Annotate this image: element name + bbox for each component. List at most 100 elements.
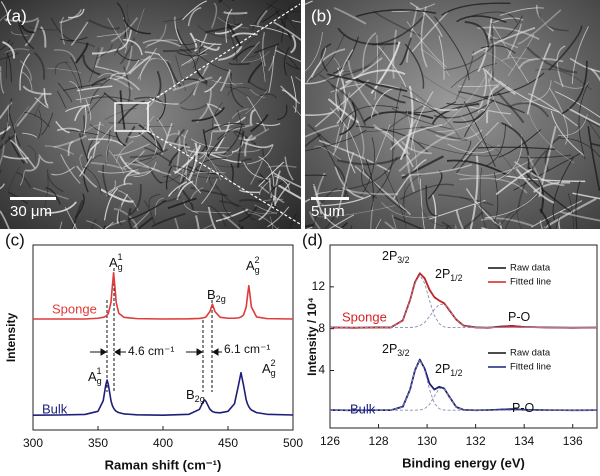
sem-fold xyxy=(233,130,257,146)
sem-fold xyxy=(149,97,179,105)
sem-fold xyxy=(21,71,33,91)
sem-fold xyxy=(213,116,246,127)
sem-fold xyxy=(587,126,600,191)
sem-fold xyxy=(419,206,458,227)
sem-fold xyxy=(82,165,102,195)
sem-fold xyxy=(460,114,486,149)
sem-fold xyxy=(509,102,550,118)
sem-fold xyxy=(363,111,434,123)
sem-fold xyxy=(441,221,453,229)
panel-label: (d) xyxy=(302,230,323,249)
sem-fold xyxy=(246,144,274,165)
panel-label: (a) xyxy=(6,6,27,25)
sem-fold xyxy=(544,135,562,172)
sem-fold xyxy=(528,93,578,127)
sem-fold xyxy=(0,134,17,150)
sem-fold xyxy=(479,141,521,184)
sem-fold xyxy=(126,4,132,25)
sem-fold xyxy=(560,137,600,158)
sem-fold xyxy=(117,75,141,91)
sem-fold xyxy=(308,211,322,229)
sem-fold xyxy=(374,127,414,168)
sem-fold xyxy=(153,70,162,101)
plot-frame xyxy=(329,244,598,429)
sem-fold xyxy=(375,218,382,229)
sem-fold xyxy=(211,2,218,29)
sem-fold xyxy=(370,41,401,95)
sem-fold xyxy=(71,200,84,229)
sem-fold xyxy=(6,105,9,131)
sem-fold xyxy=(318,139,391,173)
sem-fold xyxy=(88,138,124,146)
zoom-line xyxy=(147,3,301,104)
sem-fold xyxy=(22,85,52,95)
sem-fold xyxy=(558,218,561,229)
series-line xyxy=(32,371,294,416)
sem-fold xyxy=(499,222,503,229)
sem-fold xyxy=(443,67,490,126)
x-tick-label: 132 xyxy=(466,434,486,448)
sem-fold xyxy=(305,31,323,72)
sem-fold xyxy=(246,96,267,132)
sem-fold xyxy=(356,9,437,18)
sem-fold xyxy=(452,140,472,170)
sem-fold xyxy=(428,199,486,220)
sem-fold xyxy=(163,175,183,187)
sem-fold xyxy=(219,200,242,208)
sem-fold xyxy=(7,166,20,193)
sem-fold xyxy=(459,196,501,229)
sem-fold xyxy=(314,145,342,161)
sem-fold xyxy=(40,26,47,48)
sem-fold xyxy=(273,21,301,41)
label-sup: 1 xyxy=(118,252,123,262)
sem-fold xyxy=(400,140,432,155)
sem-fold xyxy=(316,133,350,200)
sem-fold xyxy=(471,26,536,56)
sem-fold xyxy=(591,142,600,147)
sem-fold xyxy=(190,186,228,197)
sem-fold xyxy=(254,204,278,214)
sem-fold xyxy=(102,225,107,229)
sem-fold xyxy=(0,52,19,60)
sem-fold xyxy=(142,39,181,48)
sem-fold xyxy=(117,100,145,124)
sem-fold xyxy=(135,8,145,35)
sem-fold xyxy=(53,134,87,149)
sem-fold xyxy=(102,163,110,198)
legend-label: Raw data xyxy=(510,348,551,359)
sem-fold xyxy=(339,101,357,136)
scale-bar xyxy=(10,197,56,200)
sem-fold xyxy=(163,16,184,22)
sem-fold xyxy=(518,154,572,159)
sem-fold xyxy=(585,115,600,140)
sem-fold xyxy=(45,187,61,205)
label-sub: g xyxy=(271,368,276,378)
sem-fold xyxy=(480,45,516,54)
sem-fold xyxy=(174,144,202,175)
sem-fold xyxy=(274,182,291,205)
sem-fold xyxy=(295,76,301,82)
sem-fold xyxy=(328,214,355,229)
sem-fold xyxy=(507,34,535,77)
label-sub: g xyxy=(97,376,102,386)
sem-fold xyxy=(27,144,37,162)
sem-fold xyxy=(305,174,327,177)
sem-fold xyxy=(360,137,376,197)
sem-fold xyxy=(60,154,81,184)
x-tick-label: 400 xyxy=(153,436,173,450)
sem-fold xyxy=(248,212,278,229)
label-base: 2P xyxy=(382,342,397,356)
sem-fold xyxy=(133,161,157,178)
group-label: Bulk xyxy=(350,401,376,416)
sem-fold xyxy=(276,227,280,229)
sem-fold xyxy=(590,68,600,82)
sem-fold xyxy=(320,43,332,73)
sem-fold xyxy=(51,166,76,176)
scale-bar-label: 30 μm xyxy=(10,203,52,220)
sem-fold xyxy=(419,178,425,229)
sem-fold xyxy=(323,212,337,229)
sem-fold xyxy=(72,223,76,229)
sem-fold xyxy=(181,43,216,67)
sem-fold xyxy=(109,72,127,80)
sem-fold xyxy=(327,73,408,92)
